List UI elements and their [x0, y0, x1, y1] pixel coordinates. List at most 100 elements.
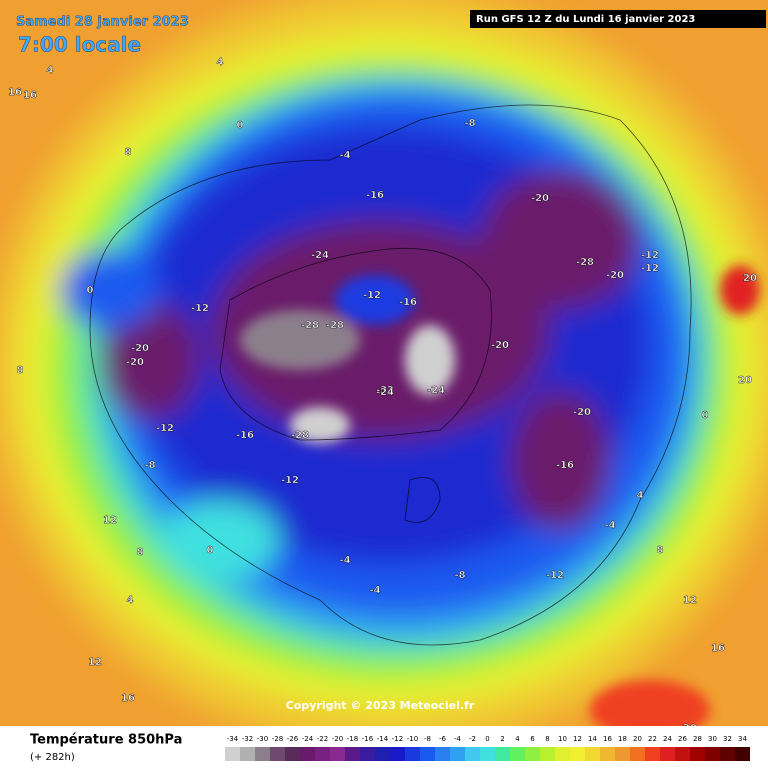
run-info: Run GFS 12 Z du Lundi 16 janvier 2023: [476, 14, 695, 25]
contour-label: -16: [366, 190, 384, 201]
copyright: Copyright © 2023 Meteociel.fr: [286, 699, 475, 712]
legend-tick-label: 28: [693, 735, 702, 743]
run-banner: [470, 10, 766, 28]
legend-tick-label: 26: [678, 735, 687, 743]
date-label: Samedi 28 janvier 2023: [16, 15, 189, 30]
legend-tick-label: -16: [362, 735, 374, 743]
contour-label: 8: [17, 365, 24, 376]
contour-label: 8: [125, 147, 132, 158]
contour-label: -24: [311, 250, 329, 261]
legend-swatch: [300, 747, 315, 761]
legend-tick-label: -22: [317, 735, 328, 743]
legend-tick-label: -4: [454, 735, 462, 743]
legend-tick-label: -34: [227, 735, 239, 743]
contour-label: 20: [738, 375, 752, 386]
legend-tick-label: 30: [708, 735, 717, 743]
legend-swatch: [225, 747, 240, 761]
contour-label: 12: [103, 515, 117, 526]
legend-tick-label: 18: [618, 735, 627, 743]
map-area: Run GFS 12 Z du Lundi 16 janvier 2023 Sa…: [0, 0, 768, 734]
legend-swatch: [540, 747, 555, 761]
legend-tick-label: 34: [738, 735, 747, 743]
legend-swatch: [735, 747, 750, 761]
contour-labels: 16 8 4 0 -4 -8 -12 -16 -20 -24 -28 -32 -20 -20 -12 -12 -…: [8, 57, 757, 734]
legend-swatch: [555, 747, 570, 761]
legend-tick-label: -6: [439, 735, 447, 743]
legend-swatch: [690, 747, 705, 761]
legend-swatch: [435, 747, 450, 761]
legend-tick-label: -12: [392, 735, 403, 743]
legend-tick-label: -14: [377, 735, 389, 743]
contour-label: -12: [281, 475, 299, 486]
contour-label: 4: [127, 595, 134, 606]
footer-title: Température 850hPa: [30, 733, 182, 748]
contour-label: -20: [491, 340, 509, 351]
legend-tick-label: -10: [407, 735, 418, 743]
legend-swatch: [285, 747, 300, 761]
contour-label: -24: [376, 387, 394, 398]
contour-label: -28: [291, 430, 309, 441]
legend-swatch: [450, 747, 465, 761]
contour-label: -4: [339, 555, 350, 566]
legend-tick-label: -18: [347, 735, 358, 743]
contour-label: -20: [531, 193, 549, 204]
contour-label: 16: [121, 693, 135, 704]
contour-label: -28: [576, 257, 594, 268]
contour-label: -16: [556, 460, 574, 471]
contour-label: -28: [301, 320, 319, 331]
legend-swatch: [630, 747, 645, 761]
legend-tick-label: -30: [257, 735, 268, 743]
legend-swatch: [480, 747, 495, 761]
contour-label: 8: [137, 547, 144, 558]
contour-label: 8: [657, 545, 664, 556]
contour-label: 20: [683, 723, 697, 734]
contour-label: -16: [399, 297, 417, 308]
contour-label: -4: [339, 150, 350, 161]
contour-label: -20: [131, 343, 149, 354]
legend-swatch: [375, 747, 390, 761]
legend-tick-label: 16: [603, 735, 612, 743]
legend-tick-label: -26: [287, 735, 299, 743]
legend-swatch: [570, 747, 585, 761]
contour-label: -20: [573, 407, 591, 418]
legend-tick-label: -8: [424, 735, 431, 743]
legend-tick-label: 14: [588, 735, 597, 743]
legend-tick-label: 6: [530, 735, 535, 743]
legend-swatch: [495, 747, 510, 761]
legend-swatch: [255, 747, 270, 761]
legend-swatch: [405, 747, 420, 761]
contour-label: -16: [236, 430, 254, 441]
contour-label: -12: [641, 250, 659, 261]
contour-label: -12: [156, 423, 174, 434]
legend-tick-label: 20: [633, 735, 642, 743]
contour-label: -8: [144, 460, 155, 471]
contour-label: -4: [604, 520, 615, 531]
contour-label: -24: [427, 385, 445, 396]
contour-label: 12: [683, 595, 697, 606]
contour-label: -4: [369, 585, 380, 596]
legend-tick-label: -28: [272, 735, 283, 743]
legend-swatch: [270, 747, 285, 761]
legend-swatch: [660, 747, 675, 761]
footer-lead: (+ 282h): [30, 752, 75, 763]
legend-swatch: [510, 747, 525, 761]
contour-label: 12: [88, 657, 102, 668]
legend-tick-label: 12: [573, 735, 582, 743]
legend-swatch: [645, 747, 660, 761]
time-label: 7:00 locale: [18, 33, 141, 57]
contour-label: -28: [326, 320, 344, 331]
legend-swatch: [585, 747, 600, 761]
contour-label: -20: [606, 270, 624, 281]
contour-label: -8: [464, 118, 475, 129]
legend-swatch: [360, 747, 375, 761]
color-legend: -34 -32 -30 -28 -26 -24 -22 -20 -18 -16 -14 -12 -10-…: [225, 735, 750, 761]
contour-label: 20: [743, 273, 757, 284]
legend-swatch: [615, 747, 630, 761]
contour-label: -8: [454, 570, 465, 581]
contour-label: 0: [237, 120, 244, 131]
contour-label: 0: [702, 410, 709, 421]
contour-label: 4: [217, 57, 224, 68]
contour-label: -12: [363, 290, 381, 301]
legend-tick-label: -20: [332, 735, 343, 743]
